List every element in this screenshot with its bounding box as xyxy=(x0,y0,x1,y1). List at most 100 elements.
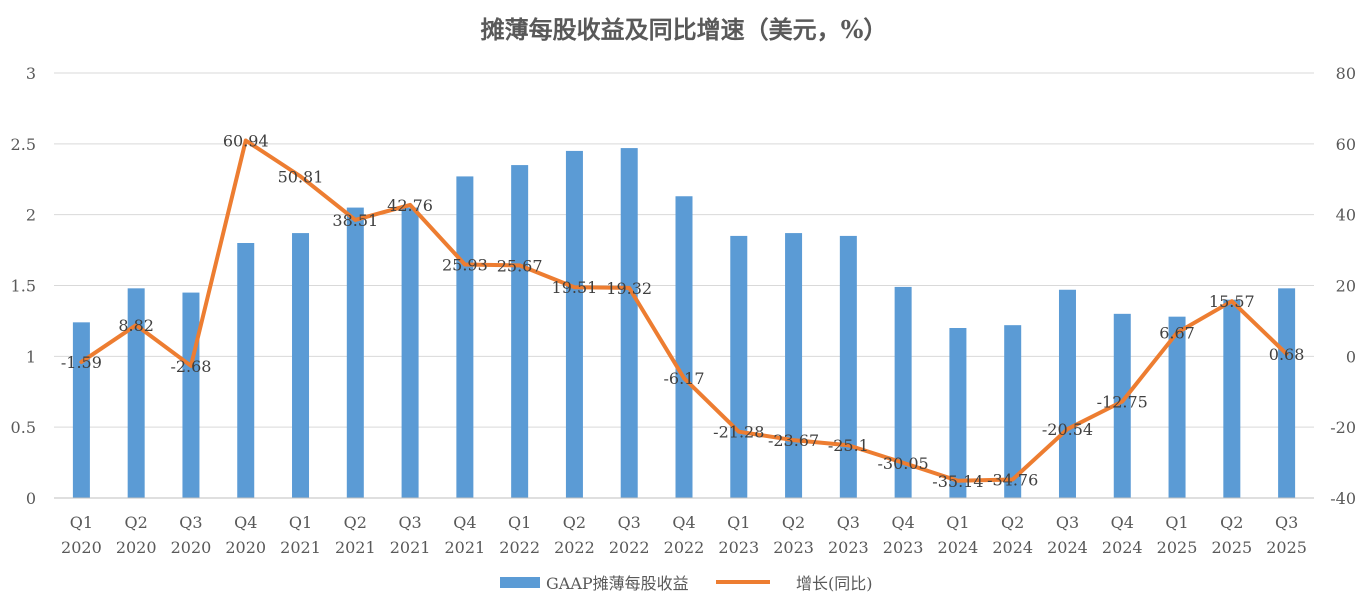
x-tick-year: 2023 xyxy=(773,538,814,557)
x-tick-year: 2024 xyxy=(992,538,1033,557)
left-tick-label: 2 xyxy=(26,206,36,225)
x-tick-quarter: Q2 xyxy=(125,513,148,532)
right-tick-label: 40 xyxy=(1336,206,1356,225)
x-tick-year: 2024 xyxy=(1047,538,1088,557)
x-tick-quarter: Q3 xyxy=(837,513,860,532)
x-tick-quarter: Q1 xyxy=(727,513,750,532)
x-tick-quarter: Q4 xyxy=(1111,513,1134,532)
x-tick-year: 2021 xyxy=(280,538,321,557)
x-tick-quarter: Q1 xyxy=(508,513,531,532)
left-y-axis: 0 0.5 1 1.5 2 2.5 3 xyxy=(11,64,36,508)
x-tick-year: 2021 xyxy=(390,538,431,557)
left-tick-label: 1.5 xyxy=(11,277,36,296)
growth-data-label: 50.81 xyxy=(278,167,324,186)
x-tick-quarter: Q4 xyxy=(891,513,914,532)
x-tick-year: 2024 xyxy=(938,538,979,557)
eps-bar xyxy=(839,235,857,498)
growth-data-label: 8.82 xyxy=(118,316,154,335)
data-labels: -1.59 8.82 -2.68 60.94 50.81 38.51 42.76 25.93 2… xyxy=(61,132,1305,491)
eps-bar xyxy=(730,235,748,498)
growth-data-label: -1.59 xyxy=(61,353,102,372)
x-tick-year: 2025 xyxy=(1157,538,1198,557)
growth-data-label: -20.54 xyxy=(1042,420,1093,439)
left-tick-label: 3 xyxy=(26,64,36,83)
growth-data-label: -34.76 xyxy=(987,470,1038,489)
x-axis: Q1 2020 Q2 2020 Q3 2020 Q4 2020 Q1 2021 Q2 2021 Q3 20… xyxy=(54,497,1314,557)
eps-bar xyxy=(675,196,693,498)
x-tick-year: 2022 xyxy=(554,538,595,557)
legend-bar-label: GAAP摊薄每股收益 xyxy=(546,574,689,593)
x-tick-year: 2020 xyxy=(171,538,212,557)
eps-bar xyxy=(894,286,912,498)
right-tick-label: -20 xyxy=(1330,418,1356,437)
eps-bar xyxy=(401,207,419,499)
growth-data-label: -35.14 xyxy=(932,472,983,491)
growth-data-label: 6.67 xyxy=(1159,324,1195,343)
x-tick-year: 2023 xyxy=(828,538,869,557)
left-tick-label: 1 xyxy=(26,347,36,366)
eps-bar xyxy=(72,322,90,498)
x-tick-quarter: Q2 xyxy=(344,513,367,532)
left-tick-label: 2.5 xyxy=(11,135,36,154)
growth-data-label: 38.51 xyxy=(332,211,378,230)
right-tick-label: 80 xyxy=(1336,64,1356,83)
x-tick-quarter: Q1 xyxy=(946,513,969,532)
growth-data-label: 25.67 xyxy=(497,256,543,275)
x-tick-year: 2022 xyxy=(664,538,705,557)
x-tick-quarter: Q1 xyxy=(70,513,93,532)
eps-bar xyxy=(511,165,529,499)
legend-bar-swatch xyxy=(500,577,540,588)
x-tick-year: 2022 xyxy=(499,538,540,557)
growth-data-label: -30.05 xyxy=(878,454,929,473)
eps-bar xyxy=(1058,289,1076,498)
right-tick-label: 0 xyxy=(1346,347,1356,366)
x-tick-quarter: Q4 xyxy=(672,513,695,532)
bar-series xyxy=(72,148,1296,499)
growth-data-label: 25.93 xyxy=(442,255,488,274)
x-tick-quarter: Q4 xyxy=(234,513,257,532)
eps-bar xyxy=(1113,313,1131,498)
x-tick-year: 2023 xyxy=(718,538,759,557)
x-tick-quarter: Q3 xyxy=(1056,513,1079,532)
left-tick-label: 0.5 xyxy=(11,418,36,437)
growth-data-label: -2.68 xyxy=(170,357,211,376)
growth-data-label: -25.1 xyxy=(828,436,869,455)
x-tick-quarter: Q1 xyxy=(289,513,312,532)
x-tick-year: 2021 xyxy=(445,538,486,557)
right-y-axis: -40 -20 0 20 40 60 80 xyxy=(1330,64,1356,508)
x-tick-quarter: Q3 xyxy=(398,513,421,532)
eps-bar xyxy=(1168,316,1186,498)
left-tick-label: 0 xyxy=(26,489,36,508)
x-tick-quarter: Q2 xyxy=(563,513,586,532)
right-tick-label: 20 xyxy=(1336,277,1356,296)
x-tick-year: 2020 xyxy=(225,538,266,557)
eps-bar xyxy=(456,176,474,498)
growth-line xyxy=(79,138,1289,483)
x-tick-quarter: Q3 xyxy=(1275,513,1298,532)
growth-data-label: 42.76 xyxy=(387,196,433,215)
growth-data-label: -6.17 xyxy=(663,369,704,388)
x-tick-quarter: Q2 xyxy=(1001,513,1024,532)
x-tick-year: 2021 xyxy=(335,538,376,557)
eps-bar xyxy=(237,243,255,498)
growth-data-label: 0.68 xyxy=(1269,345,1305,364)
growth-data-label: 19.51 xyxy=(552,278,598,297)
x-tick-quarter: Q1 xyxy=(1165,513,1188,532)
eps-bar xyxy=(949,328,967,498)
eps-bar xyxy=(182,292,200,498)
eps-bar xyxy=(1278,288,1296,498)
x-tick-quarter: Q3 xyxy=(179,513,202,532)
eps-bar xyxy=(620,148,638,499)
chart-title: 摊薄每股收益及同比增速（美元，%） xyxy=(481,15,888,44)
x-tick-quarter: Q3 xyxy=(618,513,641,532)
x-tick-year: 2025 xyxy=(1266,538,1307,557)
eps-bar xyxy=(565,150,583,498)
x-tick-year: 2020 xyxy=(116,538,157,557)
growth-data-label: -23.67 xyxy=(768,431,819,450)
right-tick-label: -40 xyxy=(1330,489,1356,508)
eps-bar xyxy=(346,207,364,499)
line-series xyxy=(79,138,1289,483)
growth-data-label: 19.32 xyxy=(606,279,652,298)
growth-data-label: 60.94 xyxy=(223,132,269,151)
x-tick-quarter: Q2 xyxy=(1220,513,1243,532)
